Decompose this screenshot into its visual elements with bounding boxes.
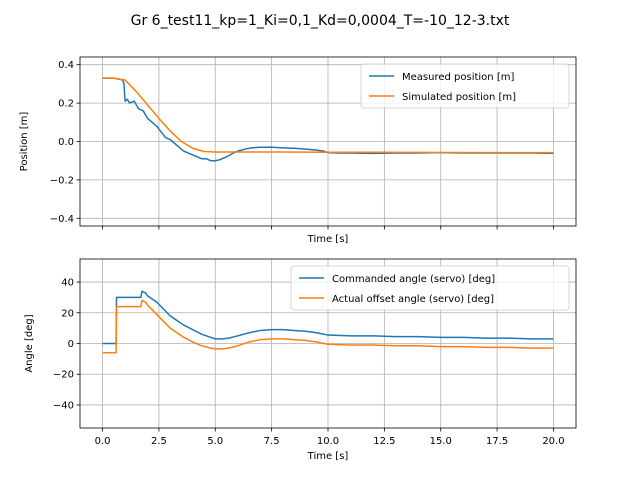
angle-xtick-label: 15.0 <box>430 436 452 447</box>
position-ytick-label: 0.4 <box>58 60 74 71</box>
angle-series-0-line <box>102 290 554 345</box>
position-ytick-label: 0.0 <box>58 137 74 148</box>
angle-yaxis-label: Angle [deg] <box>24 314 35 372</box>
angle-xtick-label: 7.5 <box>264 436 280 447</box>
position-legend-label-1: Simulated position [m] <box>402 92 516 103</box>
angle-xtick-label: 17.5 <box>486 436 508 447</box>
angle-xtick-label: 5.0 <box>207 436 223 447</box>
angle-legend: Commanded angle (servo) [deg] Actual offs… <box>290 265 570 311</box>
angle-ytick-label: 0 <box>68 339 74 350</box>
angle-xtick-label: 20.0 <box>542 436 564 447</box>
position-subplot: −0.4 −0.2 0.0 0.2 0.4 Time [s] Position [m] Mea… <box>19 56 577 245</box>
angle-xtick-label: 12.5 <box>373 436 395 447</box>
figure-title: Gr 6_test11_kp=1_Ki=0,1_Kd=0,0004_T=-10_… <box>131 13 510 29</box>
position-legend-label-0: Measured position [m] <box>402 72 514 83</box>
angle-legend-box <box>290 265 570 311</box>
position-legend: Measured position [m] Simulated position … <box>360 63 570 109</box>
position-xaxis-label: Time [s] <box>307 234 349 245</box>
position-yaxis-label: Position [m] <box>19 112 30 172</box>
angle-ytick-label: 20 <box>61 308 74 319</box>
position-ytick-label: −0.2 <box>50 175 74 186</box>
angle-ytick-label: −20 <box>53 370 74 381</box>
angle-xtick-label: 0.0 <box>95 436 111 447</box>
angle-xtick-label: 10.0 <box>317 436 339 447</box>
position-ytick-label: 0.2 <box>58 99 74 110</box>
angle-legend-label-0: Commanded angle (servo) [deg] <box>332 274 495 285</box>
position-series-0-line <box>102 77 554 162</box>
angle-ytick-label: −40 <box>53 400 74 411</box>
angle-xaxis-label: Time [s] <box>307 451 349 462</box>
angle-ytick-label: 40 <box>61 278 74 289</box>
position-ytick-label: −0.4 <box>50 214 74 225</box>
angle-legend-label-1: Actual offset angle (servo) [deg] <box>332 294 494 305</box>
position-series-1-line <box>102 77 554 154</box>
angle-series-1-line <box>102 299 554 354</box>
angle-subplot: 0.0 2.5 5.0 7.5 10.0 12.5 15.0 17.5 20.0 −40 −20 0 2… <box>24 258 577 462</box>
angle-xtick-label: 2.5 <box>151 436 167 447</box>
position-legend-box <box>360 63 570 109</box>
